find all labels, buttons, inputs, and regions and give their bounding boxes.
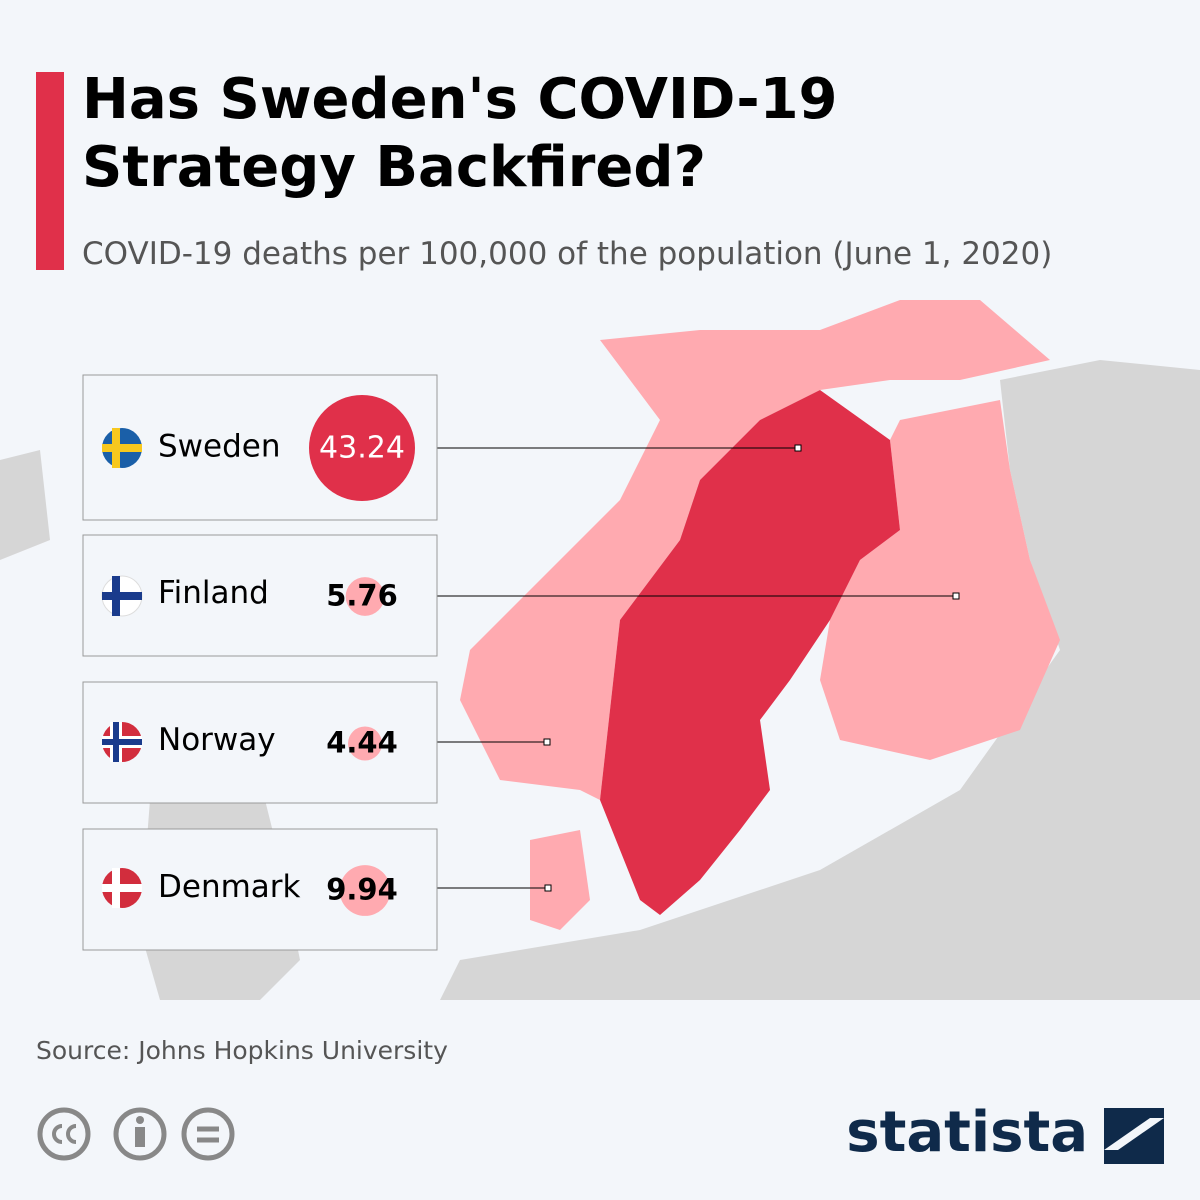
bubble <box>309 395 415 501</box>
flag-finland <box>101 575 143 617</box>
title: Has Sweden's COVID-19 Strategy Backfired… <box>82 67 838 200</box>
country-name: Finland <box>158 575 269 611</box>
license-icons <box>37 1107 235 1161</box>
norway <box>460 300 1050 800</box>
value-label: 9.94 <box>326 873 398 907</box>
rows: Sweden 43.24 Finland 5.76 Norway 4.44 Denmark 9… <box>82 374 438 951</box>
land-west <box>0 450 50 560</box>
brand: statista <box>846 1100 1088 1165</box>
value-label: 5.76 <box>326 579 398 613</box>
flag-norway <box>102 722 142 762</box>
leader-dot <box>794 444 802 452</box>
brand-icon <box>1104 1108 1164 1164</box>
flag-denmark <box>102 868 142 908</box>
value-label: 43.24 <box>319 431 405 466</box>
sweden <box>600 390 900 915</box>
denmark <box>530 830 590 930</box>
country-name: Norway <box>158 722 276 758</box>
leaders <box>437 444 960 892</box>
country-name: Denmark <box>158 869 301 905</box>
flag-sweden <box>102 428 142 468</box>
leader-dot <box>952 592 960 600</box>
bubble <box>345 577 385 616</box>
leader-dot <box>544 884 552 892</box>
subtitle: COVID-19 deaths per 100,000 of the popul… <box>82 236 1053 272</box>
bubble <box>348 726 382 761</box>
flags <box>101 428 143 908</box>
land-east <box>440 360 1200 1000</box>
value-label: 4.44 <box>326 726 398 760</box>
accent-bar <box>36 72 64 270</box>
finland <box>820 400 1060 760</box>
bubble <box>339 865 391 916</box>
country-name: Sweden <box>158 429 281 465</box>
leader-dot <box>543 738 551 746</box>
source: Source: Johns Hopkins University <box>36 1036 448 1065</box>
